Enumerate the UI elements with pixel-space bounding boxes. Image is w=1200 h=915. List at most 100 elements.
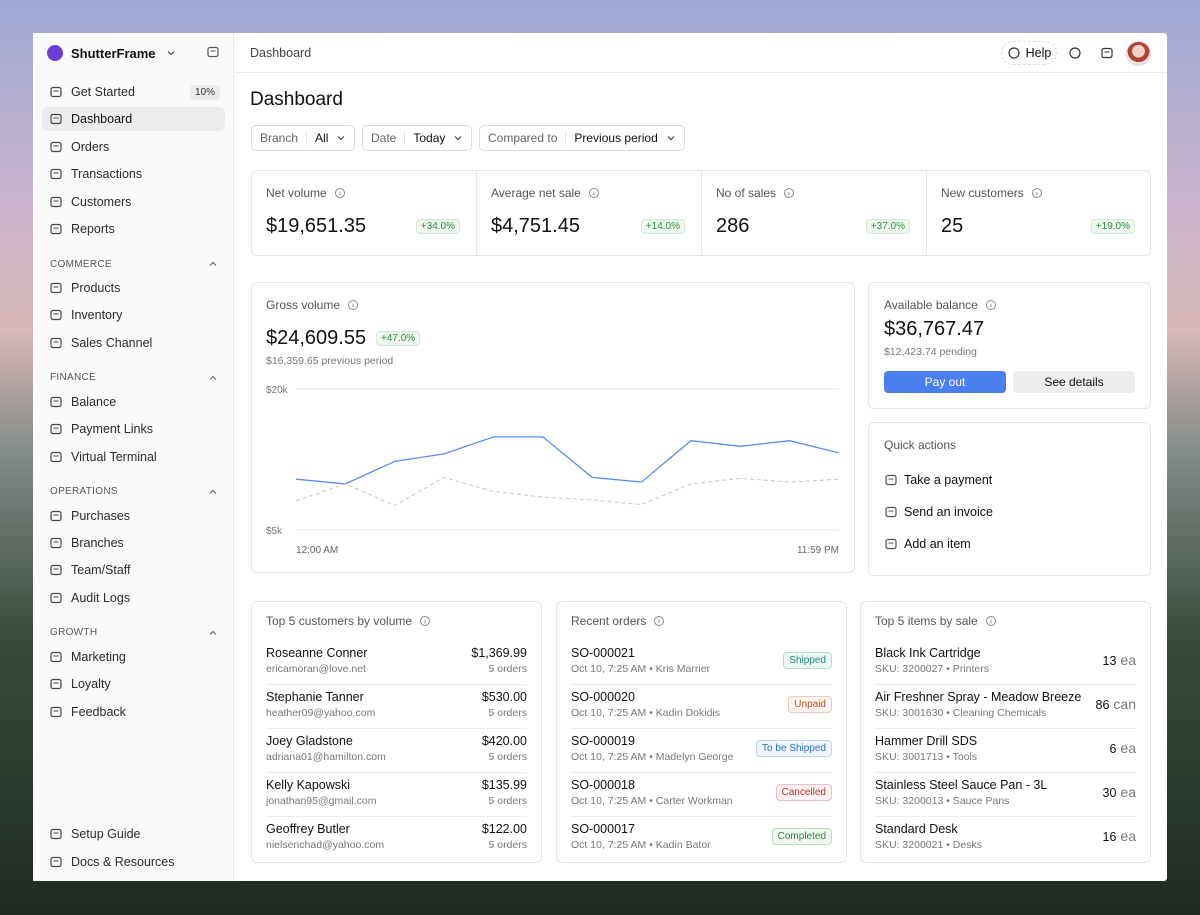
sidebar-toggle[interactable] — [206, 45, 222, 61]
avatar[interactable] — [1126, 41, 1151, 66]
items-row[interactable]: Hammer Drill SDS SKU: 3001713 • Tools 6 ea — [875, 734, 1136, 773]
customers-row[interactable]: Roseanne Conner ericamoran@love.net $1,369… — [266, 646, 527, 685]
orders-row[interactable]: SO-000018 Oct 10, 7:25 AM • Carter Workma… — [571, 778, 832, 817]
row-right: $420.00 5 orders — [482, 734, 527, 763]
balance-label: Available balance — [884, 298, 998, 312]
icon-shape — [50, 169, 62, 180]
item-name: Black Ink Cartridge — [875, 646, 981, 660]
search-button[interactable] — [1068, 46, 1082, 60]
nav-item[interactable]: Branches — [42, 531, 225, 555]
customers-row[interactable]: Stephanie Tanner heather09@yahoo.com $530.… — [266, 690, 527, 729]
filter[interactable]: Branch All — [251, 125, 356, 151]
nav-item[interactable]: Products — [42, 276, 225, 300]
icon — [50, 828, 62, 840]
section-header[interactable]: GROWTH — [50, 626, 220, 640]
nav-item[interactable]: Transactions — [42, 162, 225, 186]
orders-row[interactable]: SO-000021 Oct 10, 7:25 AM • Kris Marrier S… — [571, 646, 832, 685]
nav-item[interactable]: Payment Links — [42, 417, 225, 441]
filter-value: All — [315, 131, 329, 145]
customers-row[interactable]: Joey Gladstone adriana01@hamilton.com $420… — [266, 734, 527, 773]
nav-item[interactable]: Loyalty — [42, 672, 225, 696]
item-sku: SKU: 3200027 • Printers — [875, 663, 989, 675]
icon-shape — [50, 537, 62, 549]
stat-label-text: No of sales — [716, 186, 777, 200]
stat-divider — [701, 170, 702, 256]
nav-item[interactable]: Get Started 10% — [42, 80, 225, 104]
items-row[interactable]: Stainless Steel Sauce Pan - 3L SKU: 32000… — [875, 778, 1136, 817]
item-unit: ea — [1120, 740, 1136, 756]
items-row[interactable]: Standard Desk SKU: 3200021 • Desks 16 ea — [875, 822, 1136, 861]
nav-item[interactable]: Sales Channel — [42, 331, 225, 355]
nav-item[interactable]: Reports — [42, 217, 225, 241]
nav-item[interactable]: Marketing — [42, 645, 225, 669]
customer-amount: $122.00 — [481, 822, 527, 836]
nav-item[interactable]: Inventory — [42, 303, 225, 327]
customer-email: ericamoran@love.net — [266, 663, 366, 675]
quick-action-label: Add an item — [904, 537, 971, 551]
item-qty: 30 ea — [1103, 784, 1136, 800]
icon-shape — [50, 706, 62, 717]
nav-item[interactable]: Docs & Resources — [42, 850, 225, 874]
items-row[interactable]: Air Freshner Spray - Meadow Breeze SKU: 3… — [875, 690, 1136, 729]
nav-label: Purchases — [71, 508, 131, 523]
gross-volume-label: Gross volume — [266, 298, 360, 312]
icon — [50, 651, 62, 662]
nav-item[interactable]: Balance — [42, 390, 225, 414]
order-status: Unpaid — [788, 696, 832, 713]
sidebar — [33, 33, 234, 881]
nav-item[interactable]: Setup Guide — [42, 822, 225, 846]
orders-row[interactable]: SO-000017 Oct 10, 7:25 AM • Kadin Bator Co… — [571, 822, 832, 861]
customer-email: nielsenchad@yahoo.com — [266, 839, 385, 851]
nav-item[interactable]: Virtual Terminal — [42, 445, 225, 469]
nav-label: Inventory — [71, 308, 123, 323]
section-header[interactable]: OPERATIONS — [50, 485, 220, 499]
nav-item[interactable]: Purchases — [42, 504, 225, 528]
item-quantity: 13 — [1102, 654, 1117, 668]
item-sku: SKU: 3001630 • Cleaning Chemicals — [875, 707, 1047, 719]
customer-name: Stephanie Tanner — [266, 690, 364, 704]
balance-value: $36,767.47 — [884, 318, 985, 340]
icon — [50, 856, 62, 868]
gross-volume-title: Gross volume — [266, 298, 341, 312]
customers-row[interactable]: Geoffrey Butler nielsenchad@yahoo.com $122… — [266, 822, 527, 861]
nav-label: Docs & Resources — [71, 855, 175, 869]
icon-shape — [209, 489, 217, 494]
nav-label: Branches — [71, 536, 124, 550]
icon — [1008, 47, 1020, 59]
help-button[interactable]: Help — [1001, 41, 1057, 65]
items-row[interactable]: Black Ink Cartridge SKU: 3200027 • Printe… — [875, 646, 1136, 685]
icon — [885, 474, 897, 486]
icon — [50, 706, 62, 717]
customers-row[interactable]: Kelly Kapowski jonathan95@gmail.com $135.9… — [266, 778, 527, 817]
nav-item[interactable]: Feedback — [42, 700, 225, 724]
section-header[interactable]: COMMERCE — [50, 257, 220, 271]
row-main: SO-000019 Oct 10, 7:25 AM • Madelyn Georg… — [571, 734, 733, 763]
filter[interactable]: Date Today — [362, 125, 473, 151]
icon — [50, 424, 62, 435]
icon — [50, 141, 62, 152]
orders-row[interactable]: SO-000019 Oct 10, 7:25 AM • Madelyn Georg… — [571, 734, 832, 773]
quick-action[interactable]: Send an invoice — [884, 503, 1134, 521]
items-title: Top 5 items by sale — [875, 614, 998, 628]
nav-item[interactable]: Customers — [42, 190, 225, 214]
nav-item[interactable]: Dashboard — [42, 107, 225, 132]
quick-action[interactable]: Add an item — [884, 535, 1134, 553]
icon-shape — [985, 300, 996, 310]
section-header[interactable]: FINANCE — [50, 371, 220, 385]
quick-action[interactable]: Take a payment — [884, 471, 1134, 489]
filter[interactable]: Compared to Previous period — [479, 125, 685, 151]
pay-out-button[interactable]: Pay out — [884, 371, 1006, 393]
stat-divider — [926, 170, 927, 256]
row-main: SO-000018 Oct 10, 7:25 AM • Carter Workma… — [571, 778, 733, 807]
nav-label: Reports — [71, 222, 115, 236]
notifications-button[interactable] — [1100, 46, 1114, 60]
customer-orders: 5 orders — [488, 663, 527, 675]
icon-shape — [209, 630, 217, 635]
icon — [209, 630, 217, 635]
orders-row[interactable]: SO-000020 Oct 10, 7:25 AM • Kadin Dokidis… — [571, 690, 832, 729]
nav-item[interactable]: Audit Logs — [42, 586, 225, 610]
nav-item[interactable]: Orders — [42, 135, 225, 159]
nav-item[interactable]: Team/Staff — [42, 558, 225, 582]
see-details-button[interactable]: See details — [1013, 371, 1135, 393]
